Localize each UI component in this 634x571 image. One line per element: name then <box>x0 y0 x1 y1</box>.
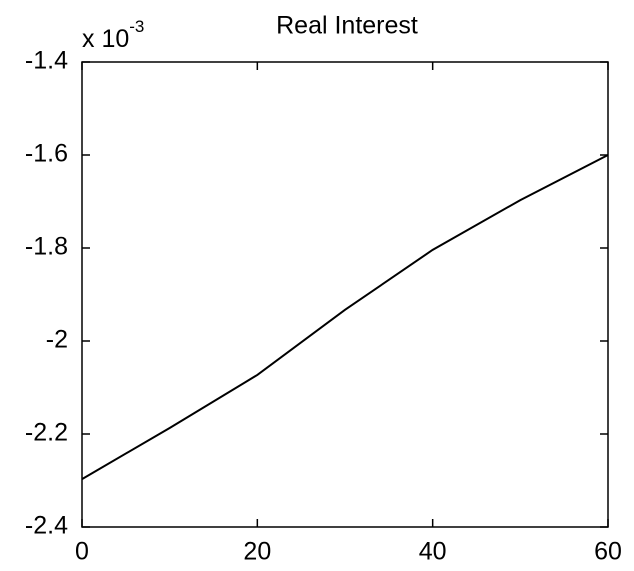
chart-title: Real Interest <box>276 12 418 40</box>
y-tick-label: -2 <box>46 326 68 354</box>
y-tick-label: -1.6 <box>25 140 68 168</box>
y-tick-label: -2.4 <box>25 512 68 540</box>
y-tick-label: -2.2 <box>25 419 68 447</box>
plot-frame <box>81 61 609 528</box>
x-tick-label: 0 <box>75 538 89 566</box>
multiplier-exponent: -3 <box>129 17 144 36</box>
multiplier-base: x 10 <box>82 25 129 53</box>
y-tick-label: -1.4 <box>25 47 68 75</box>
data-line <box>81 154 609 480</box>
y-tick-label: -1.8 <box>25 233 68 261</box>
x-tick-label: 20 <box>243 538 271 566</box>
x-tick-label: 60 <box>594 538 622 566</box>
y-multiplier: x 10-3 <box>82 17 144 52</box>
x-tick-label: 40 <box>419 538 447 566</box>
